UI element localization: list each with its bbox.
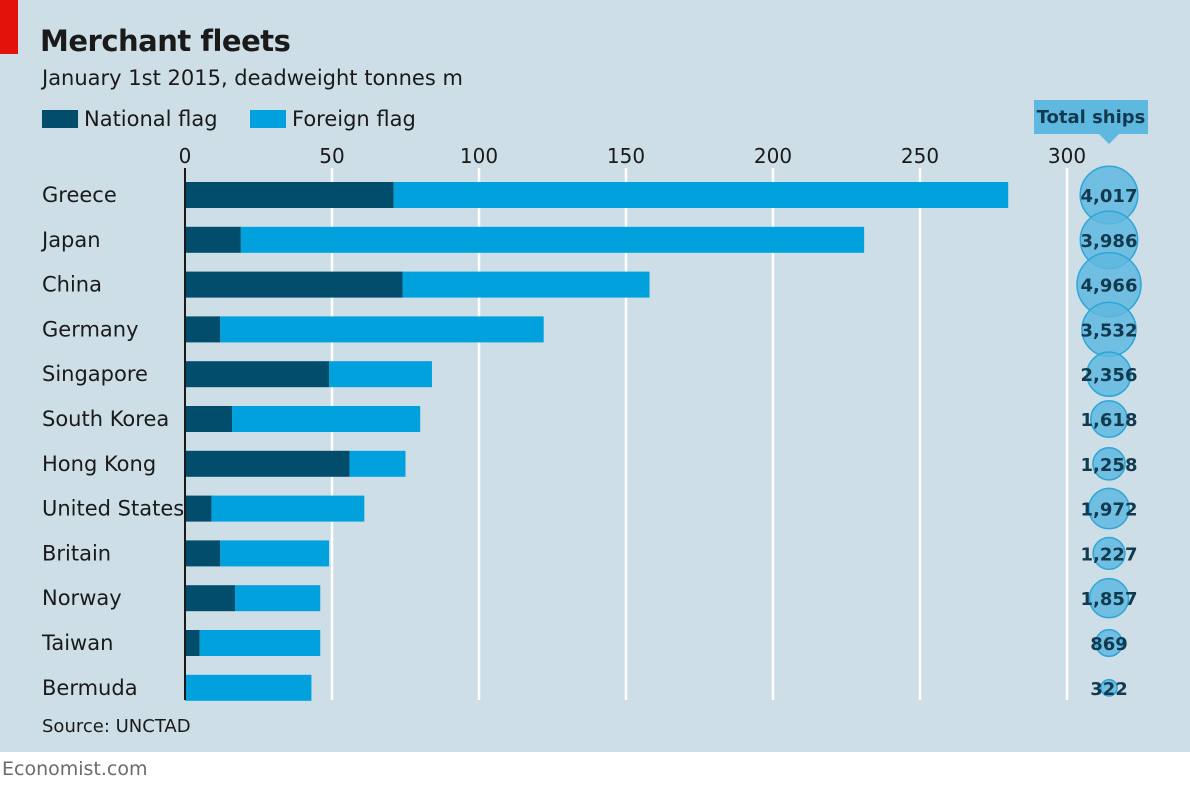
bar-foreign <box>240 226 865 253</box>
x-tick-label: 0 <box>179 144 192 168</box>
bar-foreign <box>349 450 406 477</box>
category-label: United States <box>42 497 184 521</box>
total-ships-bubble <box>1088 577 1130 619</box>
bar-foreign <box>232 406 421 432</box>
bar-foreign <box>211 495 365 522</box>
legend-national-label: National flag <box>84 107 218 131</box>
x-tick-label: 150 <box>607 144 645 168</box>
category-label: Japan <box>40 228 101 252</box>
bar-foreign <box>393 182 1009 208</box>
bar-national <box>185 495 212 522</box>
total-ships-bubble <box>1092 446 1126 481</box>
bar-national <box>185 226 241 253</box>
category-label: Germany <box>42 317 139 341</box>
category-label: Bermuda <box>42 676 138 700</box>
category-label: Norway <box>42 586 122 610</box>
total-ships-badge-pointer <box>1099 134 1119 144</box>
legend-national: National flag <box>42 106 218 132</box>
bar-foreign <box>220 316 544 343</box>
bar-foreign <box>234 585 321 612</box>
bar-national <box>185 540 221 567</box>
chart-title: Merchant fleets <box>40 24 291 58</box>
bar-foreign <box>199 630 321 656</box>
bar-foreign <box>185 674 312 701</box>
x-tick-label: 250 <box>901 144 939 168</box>
bar-national <box>185 182 394 208</box>
x-tick-label: 100 <box>460 144 498 168</box>
x-tick-label: 300 <box>1048 144 1086 168</box>
total-ships-label: 1,227 <box>1081 544 1138 565</box>
total-ships-label: 3,986 <box>1081 231 1138 252</box>
total-ships-label: 322 <box>1090 679 1128 700</box>
bar-national <box>185 406 233 432</box>
source-note: Source: UNCTAD <box>42 716 191 737</box>
total-ships-label: 869 <box>1090 634 1128 655</box>
total-ships-bubble <box>1100 678 1118 697</box>
total-ships-badge: Total ships <box>1034 100 1148 134</box>
legend-national-swatch <box>42 110 78 128</box>
brand-red-tab <box>0 0 18 54</box>
category-label: Hong Kong <box>42 452 156 476</box>
category-label: Britain <box>42 541 111 565</box>
category-label: China <box>42 273 102 297</box>
category-label: South Korea <box>42 407 169 431</box>
total-ships-label: 4,017 <box>1081 186 1138 207</box>
bar-national <box>185 271 403 298</box>
footer-credit: Economist.com <box>2 758 148 780</box>
legend-foreign: Foreign flag <box>250 106 416 132</box>
bar-chart: 0 50 100 150 200 250 300 Greece 4,017 Japan 3,986 C… <box>40 144 1142 701</box>
total-ships-label: 1,618 <box>1081 410 1138 431</box>
x-tick-label: 50 <box>319 144 344 168</box>
bar-national <box>185 585 235 612</box>
x-tick-label: 200 <box>754 144 792 168</box>
legend-foreign-label: Foreign flag <box>292 107 416 131</box>
bar-national <box>185 316 221 343</box>
total-ships-label: 2,356 <box>1081 365 1138 386</box>
bar-national <box>185 630 200 656</box>
total-ships-label: 3,532 <box>1081 320 1138 341</box>
total-ships-bubble <box>1094 628 1124 658</box>
category-label: Greece <box>42 183 117 207</box>
total-ships-bubble <box>1088 487 1130 530</box>
category-label: Taiwan <box>41 631 113 655</box>
legend-foreign-swatch <box>250 110 286 128</box>
bar-foreign <box>402 271 650 298</box>
total-ships-label: 4,966 <box>1081 276 1138 297</box>
total-ships-label: 1,857 <box>1081 589 1138 610</box>
total-ships-bubble <box>1092 536 1126 571</box>
bar-foreign <box>329 361 432 388</box>
total-ships-label: 1,972 <box>1081 500 1138 521</box>
total-ships-label: 1,258 <box>1081 455 1138 476</box>
total-ships-bubble <box>1086 351 1132 397</box>
bar-foreign <box>220 540 330 567</box>
category-label: Singapore <box>42 362 148 386</box>
bar-national <box>185 450 350 477</box>
chart-subtitle: January 1st 2015, deadweight tonnes m <box>42 66 463 90</box>
total-ships-bubble <box>1089 399 1129 439</box>
bar-national <box>185 361 330 388</box>
